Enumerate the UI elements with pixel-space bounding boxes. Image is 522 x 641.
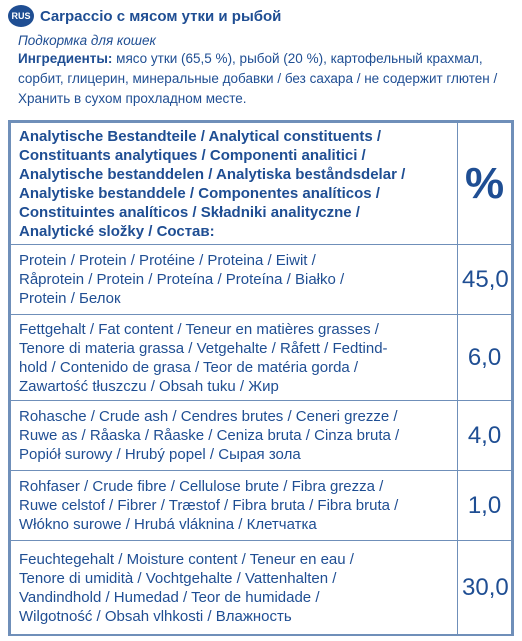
header-percent-cell: %: [457, 122, 512, 245]
header-line: Constituants analytiques / Componenti an…: [19, 146, 366, 164]
row-line: hold / Contenido de grasa / Teor de maté…: [19, 358, 359, 376]
row-line: Włókno surowe / Hrubá vláknina / Клетчат…: [19, 516, 317, 533]
product-subtitle: Подкормка для кошек: [18, 33, 156, 48]
row-line: Rohfaser / Crude fibre / Cellulose brute…: [19, 478, 384, 495]
header-line: Analytische Bestandteile / Analytical co…: [19, 127, 382, 145]
row-label-cell: Feuchtegehalt / Moisture content / Teneu…: [10, 540, 458, 635]
row-value-cell: 30,0: [457, 540, 512, 635]
row-value-cell: 1,0: [457, 470, 512, 541]
row-line: Fettgehalt / Fat content / Teneur en mat…: [19, 320, 379, 338]
table-row-protein: Protein / Protein / Protéine / Proteina …: [10, 244, 512, 315]
row-value-cell: 45,0: [457, 244, 512, 315]
ingredients-text: мясо утки (65,5 %), рыбой (20 %), картоф…: [18, 51, 498, 106]
row-line: Wilgotność / Obsah vlhkosti / Влажность: [19, 607, 292, 625]
row-label-cell: Protein / Protein / Protéine / Proteina …: [10, 244, 458, 315]
row-line: Vandindhold / Humedad / Teor de humidade…: [19, 588, 320, 606]
rus-title-row: RUS Carpaccio с мясом утки и рыбой: [8, 5, 518, 27]
row-line: Zawartość tłuszczu / Obsah tuku / Жир: [19, 377, 279, 395]
row-label-cell: Fettgehalt / Fat content / Teneur en mat…: [10, 314, 458, 401]
ingredients-label: Ингредиенты:: [18, 51, 113, 66]
header-line: Analytiske bestanddele / Componentes ana…: [19, 184, 380, 202]
header-label-cell: Analytische Bestandteile / Analytical co…: [10, 122, 458, 245]
header-line: Analytische bestanddelen / Analytiska be…: [19, 165, 406, 183]
header-line: Analytické složky / Состав:: [19, 222, 215, 240]
row-line: Popiół surowy / Hrubý popel / Сырая зола: [19, 446, 301, 463]
table-row-fibre: Rohfaser / Crude fibre / Cellulose brute…: [10, 470, 512, 541]
row-label-cell: Rohfaser / Crude fibre / Cellulose brute…: [10, 470, 458, 541]
row-line: Protein / Белок: [19, 290, 121, 307]
ingredients-paragraph: Ингредиенты: мясо утки (65,5 %), рыбой (…: [18, 49, 518, 109]
table-row-ash: Rohasche / Crude ash / Cendres brutes / …: [10, 400, 512, 471]
rus-section: RUS Carpaccio с мясом утки и рыбой Подко…: [8, 5, 518, 109]
row-line: Råprotein / Protein / Proteína / Proteín…: [19, 271, 345, 288]
table-row-moisture: Feuchtegehalt / Moisture content / Teneu…: [10, 540, 512, 635]
product-title: Carpaccio с мясом утки и рыбой: [40, 7, 282, 25]
row-line: Ruwe as / Råaska / Råaske / Ceniza bruta…: [19, 427, 400, 444]
analytical-constituents-table: Analytische Bestandteile / Analytical co…: [8, 120, 514, 636]
row-line: Feuchtegehalt / Moisture content / Teneu…: [19, 550, 354, 568]
row-line: Tenore di materia grassa / Vetgehalte / …: [19, 339, 388, 357]
row-value-cell: 6,0: [457, 314, 512, 401]
row-label-cell: Rohasche / Crude ash / Cendres brutes / …: [10, 400, 458, 471]
row-line: Rohasche / Crude ash / Cendres brutes / …: [19, 408, 398, 425]
row-line: Ruwe celstof / Fibrer / Træstof / Fibra …: [19, 497, 399, 514]
table-row-fat: Fettgehalt / Fat content / Teneur en mat…: [10, 314, 512, 401]
row-line: Tenore di umidità / Vochtgehalte / Vatte…: [19, 569, 337, 587]
header-line: Constituintes analíticos / Składniki ana…: [19, 203, 360, 221]
row-line: Protein / Protein / Protéine / Proteina …: [19, 252, 316, 269]
table-header-row: Analytische Bestandteile / Analytical co…: [10, 122, 512, 245]
rus-language-badge: RUS: [8, 5, 34, 27]
row-value-cell: 4,0: [457, 400, 512, 471]
